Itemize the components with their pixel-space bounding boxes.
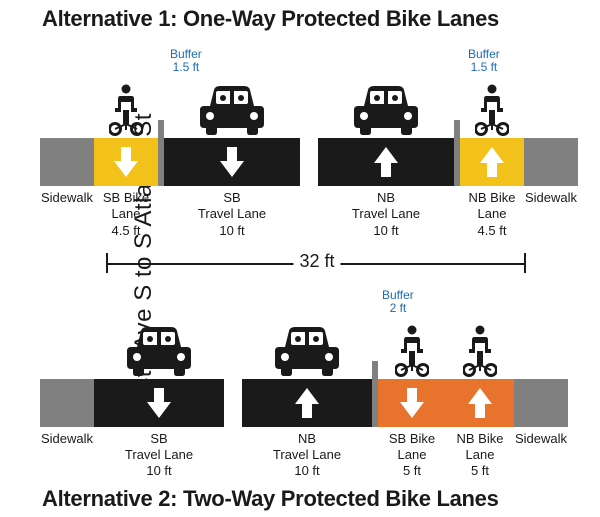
lane-icon-wrap (460, 78, 524, 136)
diagram-content: Alternative 1: One-Way Protected Bike La… (40, 0, 600, 512)
direction-arrow-icon (467, 386, 493, 420)
lane-bike (378, 279, 446, 427)
lane-icon-wrap (164, 78, 300, 136)
direction-arrow-icon (399, 386, 425, 420)
cyclist-icon (109, 84, 143, 136)
lane-sidewalk (514, 279, 568, 427)
lane-surface (40, 379, 94, 427)
car-icon (123, 325, 195, 377)
lane-surface (242, 379, 372, 427)
lane-surface (94, 138, 158, 186)
lane-travel (318, 38, 454, 186)
direction-arrow-icon (479, 145, 505, 179)
lane-icon-wrap (446, 319, 514, 377)
lane-bike (94, 38, 158, 186)
lane-surface (460, 138, 524, 186)
direction-arrow-icon (219, 145, 245, 179)
lane-label: NB BikeLane4.5 ft (460, 190, 524, 239)
lane-label: SB BikeLane5 ft (378, 431, 446, 480)
lane-sidewalk (524, 38, 578, 186)
lane-travel (164, 38, 300, 186)
lane-label: SB BikeLane4.5 ft (94, 190, 158, 239)
lane-label: NBTravel Lane10 ft (318, 190, 454, 239)
cyclist-icon (463, 325, 497, 377)
alt1-cross-section: Buffer1.5 ft Buffer1.5 ft (40, 38, 594, 239)
lane-icon-wrap (242, 319, 372, 377)
lane-label: SBTravel Lane10 ft (94, 431, 224, 480)
direction-arrow-icon (146, 386, 172, 420)
direction-arrow-icon (373, 145, 399, 179)
lane-label: NB BikeLane5 ft (446, 431, 514, 480)
lane-label: Sidewalk (40, 190, 94, 239)
lane-surface (318, 138, 454, 186)
lane-sidewalk (40, 38, 94, 186)
lane-surface (94, 379, 224, 427)
cyclist-icon (475, 84, 509, 136)
lane-surface (514, 379, 568, 427)
lane-label: Sidewalk (40, 431, 94, 480)
lane-icon-wrap (94, 319, 224, 377)
lane-bike (446, 279, 514, 427)
lane-gap (224, 379, 242, 427)
car-icon (350, 84, 422, 136)
lane-travel (94, 279, 224, 427)
total-width-label: 32 ft (293, 251, 340, 272)
lane-label: Sidewalk (524, 190, 578, 239)
lane-label: SBTravel Lane10 ft (164, 190, 300, 239)
lane-surface (446, 379, 514, 427)
lane-surface (40, 138, 94, 186)
lane-label: Sidewalk (514, 431, 568, 480)
lane-bike (460, 38, 524, 186)
alt1-title: Alternative 1: One-Way Protected Bike La… (42, 6, 594, 32)
lane-sidewalk (40, 279, 94, 427)
car-icon (196, 84, 268, 136)
direction-arrow-icon (113, 145, 139, 179)
alt2-title: Alternative 2: Two-Way Protected Bike La… (42, 486, 594, 512)
lane-icon-wrap (318, 78, 454, 136)
direction-arrow-icon (294, 386, 320, 420)
lane-label: NBTravel Lane10 ft (242, 431, 372, 480)
cyclist-icon (395, 325, 429, 377)
lane-gap (300, 138, 318, 186)
lane-surface (378, 379, 446, 427)
lane-surface (164, 138, 300, 186)
lane-icon-wrap (94, 78, 158, 136)
lane-travel (242, 279, 372, 427)
alt2-cross-section: Buffer2 ft (40, 279, 594, 480)
lane-icon-wrap (378, 319, 446, 377)
car-icon (271, 325, 343, 377)
lane-surface (524, 138, 578, 186)
dimension-line: 32 ft (40, 249, 594, 277)
